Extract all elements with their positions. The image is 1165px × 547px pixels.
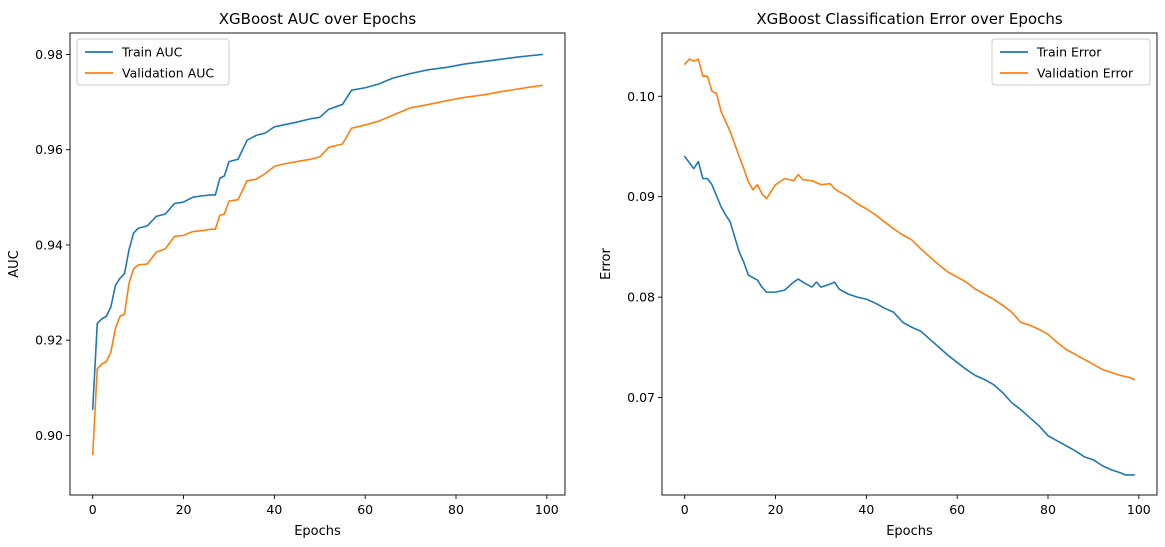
series-line-2 [91,84,544,456]
y-tick-label: 0.94 [35,237,63,252]
legend: Train Error Validation Error [991,38,1151,86]
chart-title: XGBoost Classification Error over Epochs [756,10,1063,28]
legend-box [76,38,230,86]
x-axis-label: Epochs [294,524,341,539]
legend: Train AUC Validation AUC [76,38,230,86]
x-tick-label: 0 [89,502,97,517]
y-tick-label: 0.08 [627,290,655,305]
x-tick-label: 100 [535,502,559,517]
plot-frame [661,32,1158,496]
y-tick-label: 0.96 [35,142,63,157]
y-tick-label: 0.10 [627,89,655,104]
series-line-2 [683,58,1136,381]
y-tick-label: 0.09 [627,189,655,204]
series-line-1 [683,155,1136,476]
x-tick-label: 60 [949,502,965,517]
y-tick-label: 0.98 [35,47,63,62]
plot-frame [69,32,566,496]
chart-panel-1: 0 20 40 60 80 100 0.90 0.92 0.94 0.96 0.98 XGBoost … [7,10,566,539]
x-axis-label: Epochs [886,524,933,539]
x-tick-label: 20 [176,502,192,517]
y-axis-label: AUC [7,250,22,278]
legend-label: Train AUC [121,45,183,60]
legend-label: Validation Error [1037,66,1134,81]
legend-box [991,38,1151,86]
legend-label: Validation AUC [122,66,214,81]
x-tick-label: 80 [1040,502,1056,517]
legend-label: Train Error [1036,45,1102,60]
y-tick-label: 0.07 [627,390,655,405]
x-tick-label: 0 [681,502,689,517]
y-tick-label: 0.92 [35,333,63,348]
x-tick-label: 80 [448,502,464,517]
x-tick-label: 20 [768,502,784,517]
chart-panel-2: 0 20 40 60 80 100 0.07 0.08 0.09 0.10 XGBoost Clas… [599,10,1158,539]
y-tick-label: 0.90 [35,428,63,443]
series-line-1 [91,53,544,411]
x-tick-label: 60 [357,502,373,517]
x-tick-label: 40 [266,502,282,517]
x-tick-label: 40 [858,502,874,517]
x-tick-label: 100 [1127,502,1151,517]
y-axis-label: Error [599,248,614,280]
chart-title: XGBoost AUC over Epochs [219,10,417,28]
